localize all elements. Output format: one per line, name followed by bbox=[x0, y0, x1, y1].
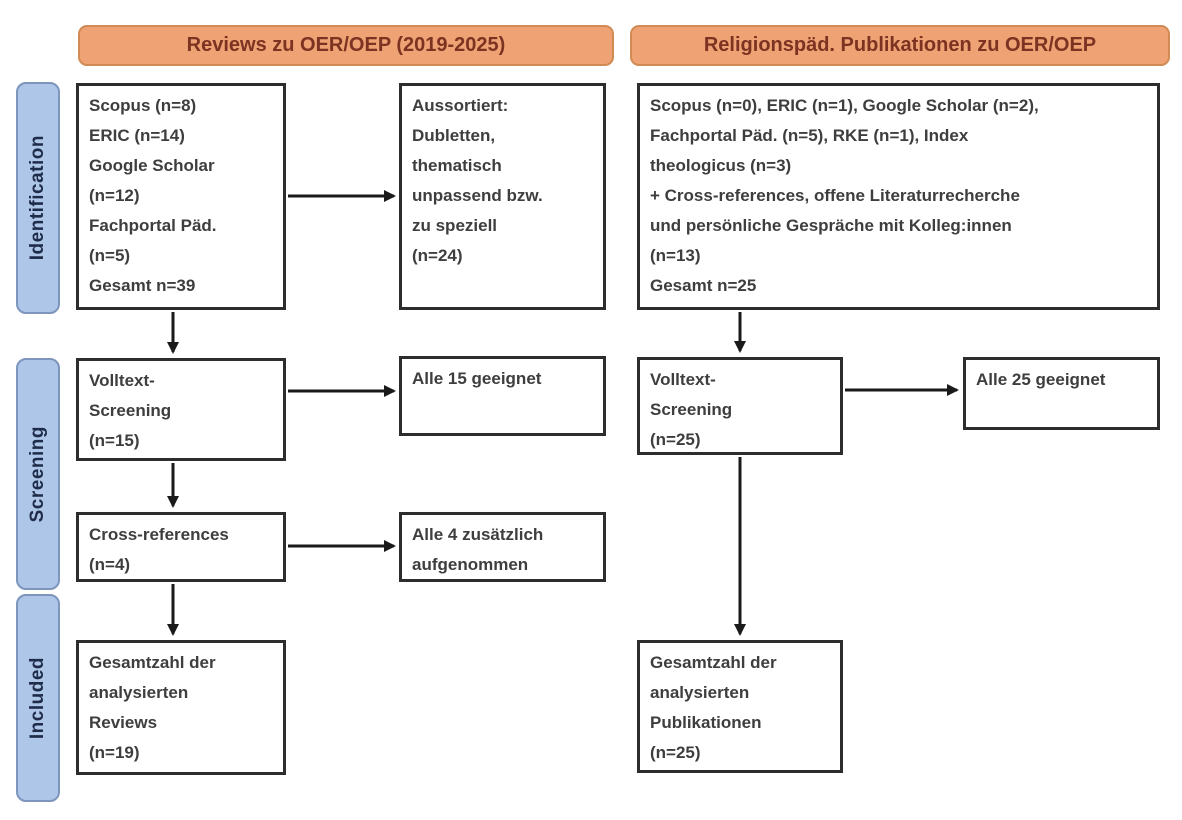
box-left-cross-references: Cross-references (n=4) bbox=[76, 512, 286, 582]
box-left-fulltext-result: Alle 15 geeignet bbox=[399, 356, 606, 436]
box-left-fulltext-screening: Volltext- Screening (n=15) bbox=[76, 358, 286, 461]
box-right-sources: Scopus (n=0), ERIC (n=1), Google Scholar… bbox=[637, 83, 1160, 310]
stage-label-identification-text: Identification bbox=[27, 135, 48, 261]
box-left-excluded: Aussortiert: Dubletten, thematisch unpas… bbox=[399, 83, 606, 310]
stage-label-included-text: Included bbox=[27, 656, 48, 740]
box-right-included-total: Gesamtzahl der analysierten Publikatione… bbox=[637, 640, 843, 773]
box-right-fulltext-screening: Volltext- Screening (n=25) bbox=[637, 357, 843, 455]
box-left-sources: Scopus (n=8) ERIC (n=14) Google Scholar … bbox=[76, 83, 286, 310]
stage-label-identification: Identification bbox=[16, 82, 60, 314]
box-left-included-total: Gesamtzahl der analysierten Reviews (n=1… bbox=[76, 640, 286, 775]
stage-label-screening: Screening bbox=[16, 358, 60, 590]
stage-label-included: Included bbox=[16, 594, 60, 802]
box-right-fulltext-result: Alle 25 geeignet bbox=[963, 357, 1160, 430]
box-left-cross-references-result: Alle 4 zusätzlich aufgenommen bbox=[399, 512, 606, 582]
column-header-religionspaed: Religionspäd. Publikationen zu OER/OEP bbox=[630, 25, 1170, 66]
stage-label-screening-text: Screening bbox=[27, 425, 48, 523]
column-header-reviews: Reviews zu OER/OEP (2019-2025) bbox=[78, 25, 614, 66]
